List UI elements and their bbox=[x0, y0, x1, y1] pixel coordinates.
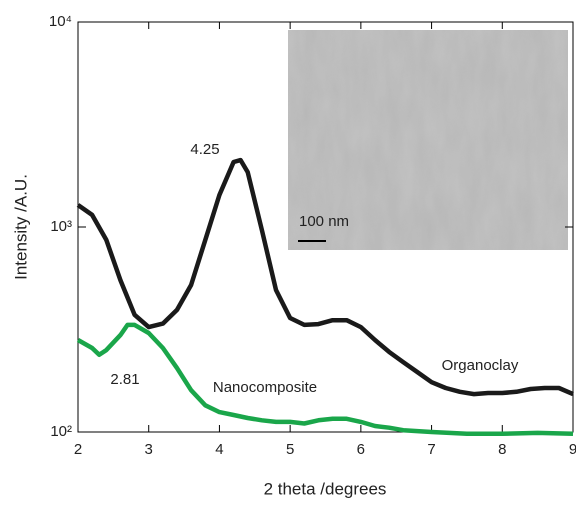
scale-label: 100 nm bbox=[299, 213, 349, 230]
y-tick-label: 10⁴ bbox=[49, 13, 72, 30]
annotation: 2.81 bbox=[110, 371, 139, 388]
data-line bbox=[76, 322, 574, 437]
x-tick-label: 4 bbox=[215, 441, 223, 458]
x-tick-label: 9 bbox=[569, 441, 576, 458]
y-tick-label: 10³ bbox=[50, 218, 72, 235]
inset-texture bbox=[288, 30, 568, 250]
y-tick-label: 10² bbox=[50, 423, 72, 440]
series-label: Organoclay bbox=[442, 357, 519, 374]
x-axis-label: 2 theta /degrees bbox=[264, 479, 387, 498]
series-label: Nanocomposite bbox=[213, 379, 317, 396]
x-tick-label: 5 bbox=[286, 441, 294, 458]
x-tick-label: 3 bbox=[145, 441, 153, 458]
x-tick-label: 8 bbox=[498, 441, 506, 458]
data-line bbox=[76, 157, 574, 397]
y-axis-label: Intensity /A.U. bbox=[11, 174, 30, 280]
x-tick-label: 2 bbox=[74, 441, 82, 458]
x-tick-label: 7 bbox=[427, 441, 435, 458]
annotation: 4.25 bbox=[190, 141, 219, 158]
x-tick-label: 6 bbox=[357, 441, 365, 458]
